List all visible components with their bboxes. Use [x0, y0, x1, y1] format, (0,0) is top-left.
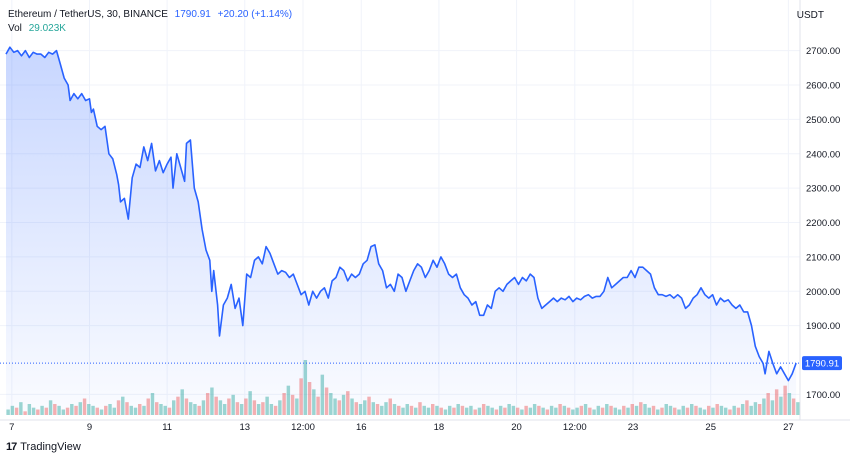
- y-tick-label: 2300.00: [806, 184, 840, 195]
- x-tick-label: 16: [356, 422, 367, 433]
- volume-value: 29.023K: [28, 23, 66, 34]
- last-price-tag: [802, 356, 842, 371]
- brand-name: TradingView: [20, 441, 81, 453]
- price-area: [0, 46, 800, 415]
- x-tick-label: 7: [9, 422, 14, 433]
- y-tick-label: 1700.00: [806, 390, 840, 401]
- x-tick-label: 12:00: [291, 422, 315, 433]
- volume-row: Vol 29.023K: [8, 22, 292, 36]
- x-tick-label: 13: [239, 422, 250, 433]
- symbol-row: Ethereum / TetherUS, 30, BINANCE 1790.91…: [8, 8, 292, 22]
- volume-bar: [796, 402, 800, 415]
- y-tick-label: 2500.00: [806, 115, 840, 126]
- chart-legend: Ethereum / TetherUS, 30, BINANCE 1790.91…: [8, 8, 292, 36]
- tradingview-logo-icon: 17: [6, 441, 17, 453]
- symbol-title[interactable]: Ethereum / TetherUS, 30, BINANCE: [8, 9, 168, 20]
- last-price-tag-label: 1790.91: [805, 359, 839, 370]
- x-tick-label: 23: [628, 422, 639, 433]
- price-series-line: [5, 46, 797, 382]
- y-tick-label: 2200.00: [806, 218, 840, 229]
- x-tick-label: 20: [511, 422, 522, 433]
- x-tick-label: 18: [434, 422, 445, 433]
- x-tick-label: 27: [783, 422, 794, 433]
- x-tick-label: 12:00: [563, 422, 587, 433]
- brand-footer[interactable]: 17 TradingView: [6, 441, 81, 453]
- axes: 2700.00 2600.00 2500.00 2400.00 2300.00 2200.…: [0, 0, 850, 433]
- y-tick-label: 1900.00: [806, 321, 840, 332]
- x-tick-label: 9: [87, 422, 92, 433]
- price-change: +20.20 (+1.14%): [217, 9, 293, 20]
- x-tick-label: 11: [162, 422, 172, 433]
- y-tick-label: 2700.00: [806, 46, 840, 57]
- last-price: 1790.91: [174, 9, 211, 20]
- currency-label[interactable]: USDT: [796, 10, 824, 21]
- y-tick-label: 2100.00: [806, 252, 840, 263]
- y-tick-label: 2000.00: [806, 287, 840, 298]
- price-area-fill: [6, 47, 797, 415]
- x-tick-label: 25: [705, 422, 716, 433]
- y-tick-label: 2600.00: [806, 81, 840, 92]
- volume-label[interactable]: Vol: [8, 23, 22, 34]
- y-tick-label: 2400.00: [806, 149, 840, 160]
